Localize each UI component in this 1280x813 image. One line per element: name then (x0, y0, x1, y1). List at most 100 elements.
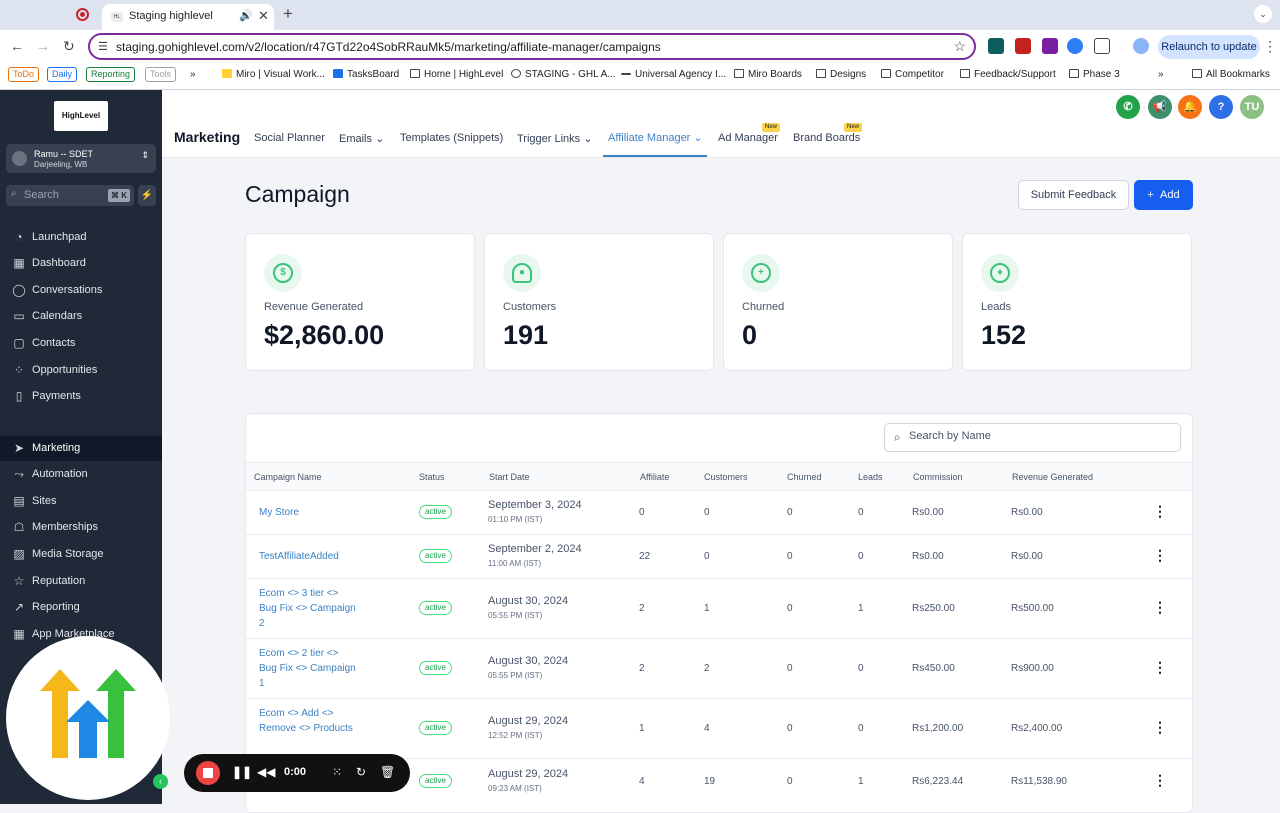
column-header[interactable]: Start Date (489, 472, 530, 482)
recording-tab-icon[interactable] (76, 8, 89, 21)
bookmark-item[interactable]: Miro | Visual Work... (222, 69, 325, 80)
sidebar-search[interactable]: ⌕ Search ⌘ K (6, 185, 134, 206)
browser-menu-icon[interactable]: ⋮ (1263, 38, 1277, 54)
row-actions-kebab-icon[interactable]: ⋮ (1153, 719, 1167, 735)
sidebar-item-launchpad[interactable]: ◔ Launchpad (0, 225, 162, 250)
forward-arrow-icon[interactable]: → (36, 38, 50, 54)
highlevel-logo[interactable]: HighLevel (54, 101, 108, 131)
campaign-name-link[interactable]: Ecom <> Add <> Remove <> Products (259, 708, 353, 734)
sidebar-item-dashboard[interactable]: ▦ Dashboard (0, 251, 162, 276)
table-row[interactable]: Ecom <> 2 tier <> Bug Fix <> Campaign 1 … (246, 639, 1192, 699)
bookmark-folder[interactable]: Miro Boards (734, 69, 802, 80)
campaign-name-link[interactable]: Ecom <> 2 tier <> Bug Fix <> Campaign 1 (259, 648, 356, 689)
close-tab-icon[interactable]: ✕ (258, 8, 269, 23)
bookmark-tag-todo[interactable]: ToDo (8, 67, 40, 82)
column-header[interactable]: Churned (787, 472, 822, 482)
sidebar-item-sites[interactable]: ▤ Sites (0, 489, 162, 514)
bookmark-star-icon[interactable]: ☆ (953, 38, 966, 54)
table-row[interactable]: My Store active September 3, 2024 01:10 … (246, 491, 1192, 535)
bookmark-item[interactable]: Home | HighLevel (410, 69, 503, 80)
sidebar-item-media-storage[interactable]: ▨ Media Storage (0, 542, 162, 567)
quick-actions-bolt-icon[interactable]: ⚡ (138, 185, 156, 206)
sidebar-item-marketing[interactable]: ➤ Marketing (0, 436, 162, 461)
sidebar-item-reputation[interactable]: ☆ Reputation (0, 569, 162, 594)
campaign-name-link[interactable]: Ecom <> 3 tier <> Bug Fix <> Campaign 2 (259, 588, 356, 629)
trash-icon[interactable]: 🗑 (380, 765, 396, 779)
speaker-icon[interactable]: 🔊 (239, 10, 253, 22)
tab-search-chevron-icon[interactable]: ⌄ (1254, 5, 1272, 23)
address-url[interactable]: staging.gohighlevel.com/v2/location/r47G… (116, 40, 661, 54)
bookmark-item[interactable]: STAGING - GHL A... (511, 69, 616, 80)
column-header[interactable]: Leads (858, 472, 883, 482)
bookmark-folder[interactable]: Phase 3 (1069, 69, 1120, 80)
row-actions-kebab-icon[interactable]: ⋮ (1153, 547, 1167, 563)
sidebar-item-reporting[interactable]: ↗ Reporting (0, 595, 162, 620)
tab-social-planner[interactable]: Social Planner (254, 132, 325, 144)
row-actions-kebab-icon[interactable]: ⋮ (1153, 503, 1167, 519)
bookmarks-overflow-icon[interactable]: » (1158, 69, 1164, 80)
bookmark-tag-tools[interactable]: Tools (145, 67, 177, 82)
tab-templates[interactable]: Templates (Snippets) (400, 132, 504, 144)
sidebar-item-contacts[interactable]: ▢ Contacts (0, 331, 162, 356)
tab-trigger-links[interactable]: Trigger Links ⌄ (517, 132, 592, 145)
back-arrow-icon[interactable]: ← (10, 38, 24, 54)
tab-affiliate-manager[interactable]: Affiliate Manager ⌄ (608, 131, 703, 144)
sidebar-item-payments[interactable]: ▯ Payments (0, 384, 162, 409)
stop-recording-button[interactable] (196, 761, 220, 785)
row-actions-kebab-icon[interactable]: ⋮ (1153, 772, 1167, 788)
bookmark-folder[interactable]: Competitor (881, 69, 944, 80)
pause-icon[interactable]: ❚❚ (232, 765, 253, 779)
table-row[interactable]: Ecom <> Add <> Remove <> Products active… (246, 699, 1192, 759)
sidebar-item-opportunities[interactable]: ⁘ Opportunities (0, 358, 162, 383)
bookmark-tag-daily[interactable]: Daily (47, 67, 78, 82)
tab-ad-manager[interactable]: Ad Manager (718, 132, 778, 144)
all-bookmarks[interactable]: All Bookmarks (1192, 69, 1270, 80)
extension-icon-1[interactable] (988, 38, 1004, 54)
campaign-name-link[interactable]: My Store (259, 507, 300, 518)
bookmark-item[interactable]: Universal Agency I... (621, 69, 726, 80)
bookmarks-overflow-icon[interactable]: » (190, 69, 196, 80)
table-row[interactable]: Ecom <> 3 tier <> Bug Fix <> Campaign 2 … (246, 579, 1192, 639)
tab-emails[interactable]: Emails ⌄ (339, 132, 384, 145)
user-avatar[interactable]: TU (1240, 95, 1264, 119)
new-tab-icon[interactable]: + (283, 4, 293, 23)
search-input[interactable] (909, 430, 1169, 442)
table-search[interactable]: ⌕ (884, 423, 1181, 452)
sidebar-item-memberships[interactable]: ☖ Memberships (0, 515, 162, 540)
bookmark-folder[interactable]: Feedback/Support (960, 69, 1056, 80)
column-header[interactable]: Revenue Generated (1012, 472, 1094, 482)
address-bar[interactable]: ☰ staging.gohighlevel.com/v2/location/r4… (88, 33, 976, 60)
extension-icon-3[interactable] (1042, 38, 1058, 54)
restart-icon[interactable]: ↻ (356, 765, 367, 779)
sidebar-item-calendars[interactable]: ▭ Calendars (0, 304, 162, 329)
tab-brand-boards[interactable]: Brand Boards (793, 132, 861, 144)
column-header[interactable]: Customers (704, 472, 748, 482)
column-header[interactable]: Campaign Name (254, 472, 322, 482)
account-switcher[interactable]: Ramu -- SDET Darjeeling, WB ⇕ (6, 144, 156, 173)
column-header[interactable]: Affiliate (640, 472, 670, 482)
bookmark-folder[interactable]: Designs (816, 69, 866, 80)
help-icon[interactable]: ? (1209, 95, 1233, 119)
row-actions-kebab-icon[interactable]: ⋮ (1153, 659, 1167, 675)
reload-icon[interactable]: ↻ (63, 38, 75, 54)
table-row[interactable]: TestAffiliateAdded active September 2, 2… (246, 535, 1192, 579)
browser-tab-active[interactable]: HL Staging highlevel 🔊 ✕ (102, 4, 274, 30)
submit-feedback-button[interactable]: Submit Feedback (1018, 180, 1129, 210)
add-campaign-button[interactable]: + Add (1134, 180, 1193, 210)
extension-icon-4[interactable] (1067, 38, 1083, 54)
sidebar-item-automation[interactable]: ⤳ Automation (0, 462, 162, 487)
table-row[interactable]: active August 29, 2024 09:23 AM (IST) 4 … (246, 759, 1192, 812)
campaign-name-link[interactable]: TestAffiliateAdded (259, 551, 339, 562)
notification-bell-icon[interactable]: 🔔 (1178, 95, 1202, 119)
collapse-sidebar-icon[interactable]: ‹ (153, 774, 168, 789)
sidebar-item-conversations[interactable]: ◯ Conversations (0, 278, 162, 303)
rewind-icon[interactable]: ◀◀ (257, 765, 276, 779)
announcement-icon[interactable]: 📢 (1148, 95, 1172, 119)
relaunch-button[interactable]: Relaunch to update (1158, 35, 1260, 59)
bookmark-item[interactable]: TasksBoard (333, 69, 399, 80)
extension-icon-2[interactable] (1015, 38, 1031, 54)
bookmark-tag-reporting[interactable]: Reporting (86, 67, 136, 82)
profile-avatar-icon[interactable] (1133, 38, 1149, 54)
puzzle-icon[interactable] (1094, 38, 1110, 54)
site-info-icon[interactable]: ☰ (98, 41, 108, 53)
